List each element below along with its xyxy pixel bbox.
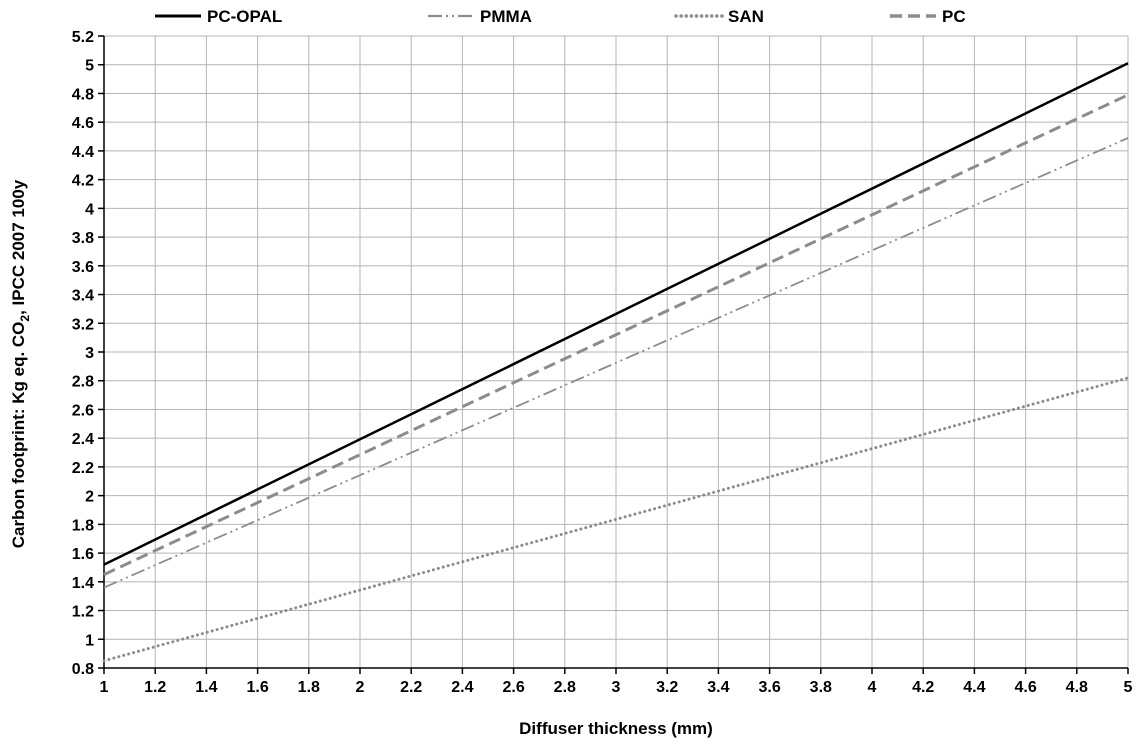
y-tick-label: 4.8 xyxy=(72,86,94,103)
series-line-pc-opal xyxy=(103,62,1129,566)
x-tick-label: 3.8 xyxy=(810,679,832,696)
y-tick-label: 4 xyxy=(85,201,94,218)
x-axis-title: Diffuser thickness (mm) xyxy=(519,719,713,738)
y-tick-label: 1.2 xyxy=(72,604,94,621)
y-tick-label: 2.6 xyxy=(72,402,94,419)
y-tick-label: 2.2 xyxy=(72,460,94,477)
y-tick-label: 1.4 xyxy=(72,575,94,592)
x-tick-label: 2 xyxy=(356,679,365,696)
y-tick-label: 3 xyxy=(85,345,94,362)
chart-grid xyxy=(103,35,1129,669)
y-axis-title-subscript: 2 xyxy=(18,315,32,322)
y-tick-label: 5.2 xyxy=(72,29,94,46)
x-tick-label: 4 xyxy=(868,679,877,696)
x-tick-label: 4.2 xyxy=(912,679,934,696)
y-tick-label: 5 xyxy=(85,58,94,75)
series-line-pmma xyxy=(103,137,1129,589)
y-tick-label: 4.2 xyxy=(72,173,94,190)
y-tick-label: 3.4 xyxy=(72,288,94,305)
x-tick-label: 3.6 xyxy=(758,679,780,696)
y-axis-title-main: Carbon footprint: Kg eq. CO xyxy=(9,322,28,549)
chart-series xyxy=(102,62,1130,663)
y-tick-label: 1.8 xyxy=(72,517,94,534)
x-axis-ticks: 1 1.2 1.4 1.6 1.8 2 2.2 2.4 2.6 2.8 3 3.2 3.4 3.6 3.8 4… xyxy=(100,668,1133,696)
x-tick-label: 3 xyxy=(612,679,621,696)
x-tick-label: 2.2 xyxy=(400,679,422,696)
legend-label-pc: PC xyxy=(942,7,966,26)
y-tick-label: 1 xyxy=(85,632,94,649)
y-tick-label: 2 xyxy=(85,489,94,506)
legend-label-pc-opal: PC-OPAL xyxy=(207,7,282,26)
chart-legend: PC-OPAL PMMA SAN PC xyxy=(155,7,966,26)
y-tick-label: 4.4 xyxy=(72,144,94,161)
series-line-pc xyxy=(103,93,1129,576)
legend-label-san: SAN xyxy=(728,7,764,26)
y-axis-title-suffix: , IPCC 2007 100y xyxy=(9,179,28,315)
y-tick-label: 2.8 xyxy=(72,374,94,391)
y-tick-label: 3.6 xyxy=(72,259,94,276)
x-tick-label: 2.4 xyxy=(451,679,473,696)
x-tick-label: 2.6 xyxy=(502,679,524,696)
x-tick-label: 1.4 xyxy=(195,679,217,696)
x-tick-label: 4.6 xyxy=(1014,679,1036,696)
x-tick-label: 1.2 xyxy=(144,679,166,696)
x-tick-label: 5 xyxy=(1124,679,1133,696)
series-line-san xyxy=(102,376,1130,663)
y-axis-title: Carbon footprint: Kg eq. CO2, IPCC 2007 … xyxy=(9,179,32,548)
y-tick-label: 1.6 xyxy=(72,546,94,563)
x-tick-label: 4.4 xyxy=(963,679,985,696)
y-tick-label: 4.6 xyxy=(72,115,94,132)
x-tick-label: 2.8 xyxy=(554,679,576,696)
x-tick-label: 3.2 xyxy=(656,679,678,696)
y-tick-label: 3.2 xyxy=(72,316,94,333)
x-tick-label: 1 xyxy=(100,679,109,696)
x-tick-label: 1.6 xyxy=(246,679,268,696)
y-tick-label: 0.8 xyxy=(72,661,94,678)
legend-label-pmma: PMMA xyxy=(480,7,532,26)
y-axis-ticks: 0.8 1 1.2 1.4 1.6 1.8 2 2.2 2.4 2.6 2.8 3 3.2 3.4 3.6 3… xyxy=(72,29,104,678)
x-tick-label: 4.8 xyxy=(1066,679,1088,696)
y-tick-label: 2.4 xyxy=(72,431,94,448)
y-tick-label: 3.8 xyxy=(72,230,94,247)
x-tick-label: 1.8 xyxy=(298,679,320,696)
x-tick-label: 3.4 xyxy=(707,679,729,696)
